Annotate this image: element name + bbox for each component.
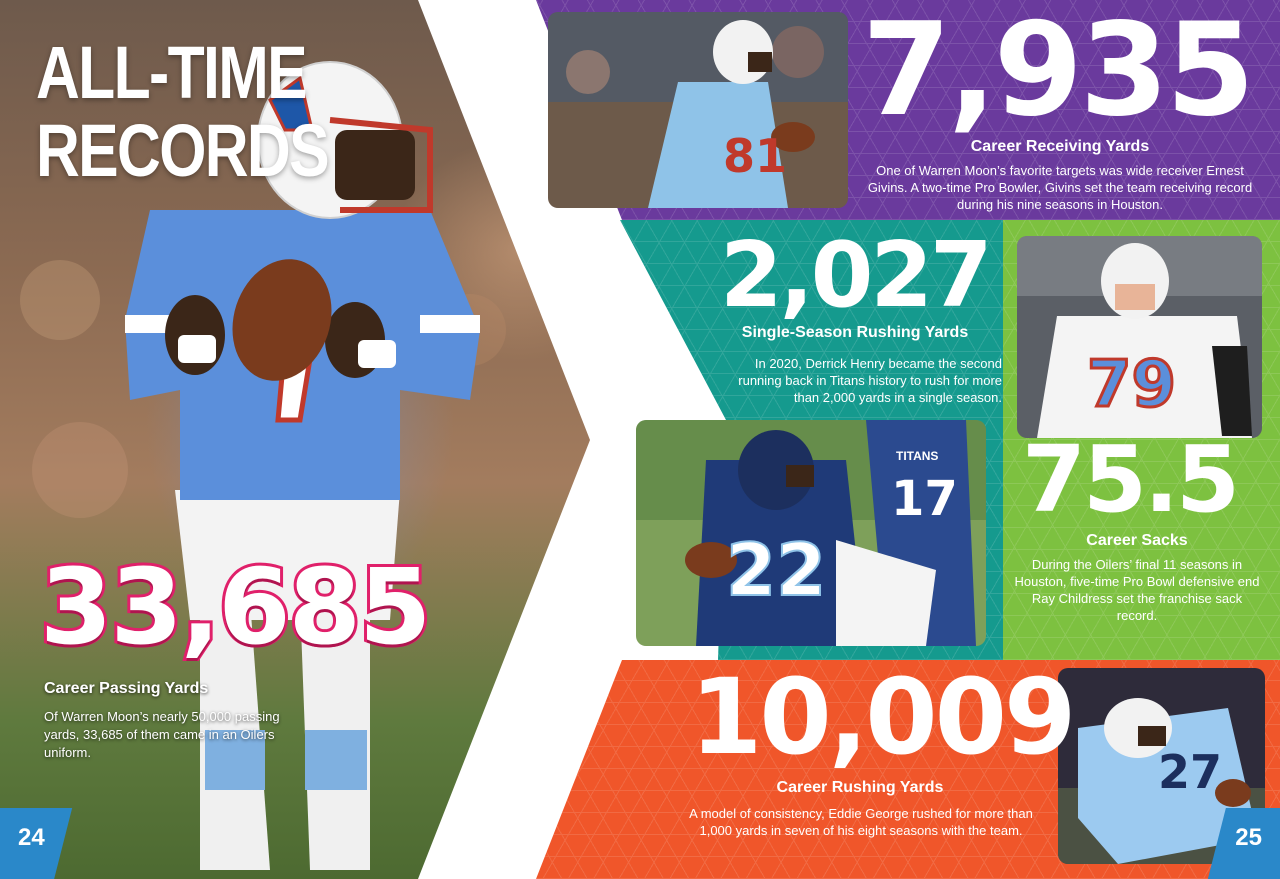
career-rushing-stat: 10,009 — [690, 656, 1076, 778]
passing-yards-label: Career Passing Yards — [44, 680, 209, 697]
page-number-left-text: 24 — [18, 824, 45, 851]
passing-yards-stat: 33,685 — [37, 546, 434, 668]
page-number-right-text: 25 — [1235, 824, 1262, 851]
receiving-yards-stat: 7,935 — [862, 0, 1255, 145]
receiving-yards-label: Career Receiving Yards — [970, 138, 1150, 155]
team-wordmark: TITANS — [896, 449, 938, 463]
career-sacks-label: Career Sacks — [1086, 532, 1188, 549]
single-season-rushing-stat: 2,027 — [720, 223, 993, 328]
running-back-jersey-number: 22 — [726, 528, 826, 612]
single-season-rushing-text: In 2020, Derrick Henry became the second… — [738, 356, 1002, 405]
career-sacks-text: During the Oilers’ final 11 seasons in H… — [1014, 557, 1260, 623]
passing-yards-text: Of Warren Moon’s nearly 50,000 passing y… — [44, 709, 280, 760]
title-line-2: RECORDS — [36, 109, 330, 192]
career-rushing-label: Career Rushing Yards — [776, 779, 944, 796]
title-line-1: ALL-TIME — [36, 31, 308, 114]
receiver-photo: 81 — [548, 12, 848, 208]
career-rushing-text: A model of consistency, Eddie George rus… — [689, 806, 1033, 838]
career-sacks-stat: 75.5 — [1022, 426, 1240, 533]
running-back-photo: 22 17 TITANS — [636, 420, 986, 646]
page-title: ALL-TIME RECORDS — [36, 31, 330, 192]
passing-yards-caption: Career Passing Yards Of Warren Moon’s ne… — [44, 680, 284, 762]
defensive-end-jersey-number: 79 — [1087, 348, 1176, 422]
receiving-yards-text: One of Warren Moon’s favorite targets wa… — [867, 163, 1253, 212]
teammate-jersey-number: 17 — [891, 471, 958, 527]
eddie-george-jersey-number: 27 — [1158, 745, 1222, 799]
receiver-jersey-number: 81 — [723, 129, 787, 183]
single-season-rushing-label: Single-Season Rushing Yards — [741, 324, 969, 341]
defensive-end-photo: 79 — [1017, 236, 1262, 438]
